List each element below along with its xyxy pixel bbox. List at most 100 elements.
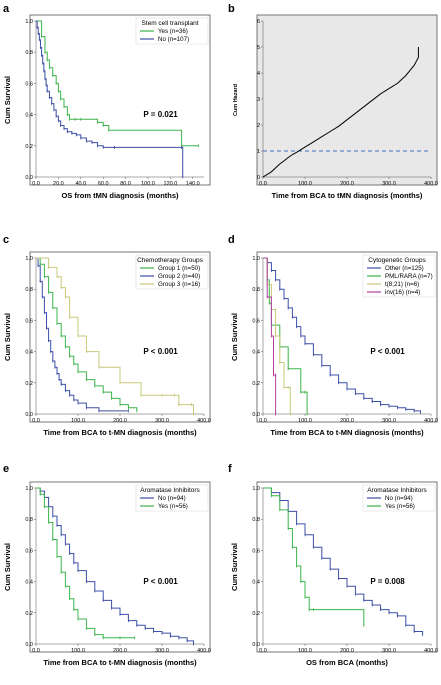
panel-f: f 0.0 0.2 0.4 0.6 0.8 1.0 0.0 100.0 200.0 300.0 400…: [228, 463, 438, 667]
x-tick-label: 0.0: [32, 181, 40, 187]
y-tick-label: 1: [257, 149, 260, 155]
x-tick-label: 100.0: [141, 181, 155, 187]
x-tick-label: 100.0: [71, 418, 85, 424]
y-tick-label: 6: [257, 19, 260, 25]
legend-title: Chemotherapy Groups: [137, 257, 204, 264]
legend-title: Cytogenetic Groups: [368, 257, 426, 264]
y-tick-label: 0.4: [25, 350, 33, 356]
x-tick-label: 200.0: [340, 648, 354, 654]
y-tick-label: 0.2: [252, 611, 260, 617]
y-tick-label: 1.0: [25, 486, 33, 492]
panel-letter: f: [228, 463, 232, 475]
x-tick-label: 0.0: [259, 648, 267, 654]
legend-entry: No (n=107): [158, 36, 189, 43]
x-tick-label: 0.0: [259, 181, 267, 187]
y-tick-label: 0.2: [25, 381, 33, 387]
y-axis-label: Cum Survival: [3, 543, 12, 591]
panel-letter: e: [3, 463, 9, 475]
y-tick-label: 3: [257, 97, 260, 103]
y-tick-label: 4: [257, 71, 260, 77]
y-tick-label: 0.6: [25, 548, 33, 554]
panel-d: d 0.0 0.2 0.4 0.6 0.8 1.0 0.0 100.0 200.0 300.0 400…: [228, 234, 438, 437]
y-axis-label: Cum Survival: [230, 313, 239, 361]
p-value: P < 0.001: [143, 577, 178, 586]
x-tick-label: 0.0: [32, 418, 40, 424]
y-tick-label: 0.4: [25, 580, 33, 586]
y-axis-label: Cum Hazard: [233, 84, 239, 116]
x-tick-label: 400.0: [424, 181, 438, 187]
legend-entry: inv(16) (n=4): [385, 289, 420, 296]
y-tick-label: 0.6: [252, 318, 260, 324]
y-tick-label: 1.0: [25, 256, 33, 262]
x-tick-label: 200.0: [113, 648, 127, 654]
x-tick-label: 100.0: [298, 418, 312, 424]
panel-c: c 0.0 0.2 0.4 0.6 0.8 1.0 0.0 100.0 200.0 300.0 400…: [3, 234, 211, 437]
y-tick-label: 0.8: [25, 517, 33, 523]
series-line-yes: [36, 20, 199, 147]
x-tick-label: 300.0: [155, 648, 169, 654]
legend-entry: Yes (n=56): [385, 503, 415, 510]
y-tick-label: 5: [257, 45, 260, 51]
series-line-t(8;21): [263, 257, 291, 414]
y-tick-label: 0.6: [25, 318, 33, 324]
y-tick-label: 2: [257, 123, 260, 129]
x-tick-label: 100.0: [298, 648, 312, 654]
y-tick-label: 0.8: [252, 287, 260, 293]
x-tick-label: 100.0: [298, 181, 312, 187]
x-tick-label: 80.0: [120, 181, 131, 187]
p-value: P = 0.008: [370, 577, 405, 586]
panel-letter: d: [228, 234, 235, 246]
y-tick-label: 0.2: [25, 144, 33, 150]
series-line-hazard: [262, 47, 419, 178]
y-tick-label: 0.0: [25, 175, 33, 181]
x-tick-label: 0.0: [259, 418, 267, 424]
y-tick-label: 1.0: [252, 486, 260, 492]
x-tick-label: 100.0: [71, 648, 85, 654]
x-tick-label: 400.0: [424, 648, 438, 654]
x-tick-label: 400.0: [197, 418, 211, 424]
x-tick-label: 0.0: [32, 648, 40, 654]
x-tick-label: 300.0: [155, 418, 169, 424]
p-value: P < 0.001: [143, 347, 178, 356]
x-axis-label: Time from BCA to tMN diagnosis (months): [272, 191, 423, 200]
y-tick-label: 0.6: [25, 81, 33, 87]
y-tick-label: 0.4: [252, 350, 260, 356]
y-tick-label: 0.8: [25, 287, 33, 293]
legend-entry: PML/RARA (n=7): [385, 273, 433, 280]
y-tick-label: 0.0: [252, 642, 260, 648]
legend-title: Stem cell transplant: [141, 20, 198, 27]
panel-e: e 0.0 0.2 0.4 0.6 0.8 1.0 0.0 100.0 200.0 300.0 400…: [3, 463, 211, 667]
x-tick-label: 60.0: [98, 181, 109, 187]
legend-title: Aromatase Inhibitors: [140, 487, 200, 494]
x-tick-label: 400.0: [424, 418, 438, 424]
p-value: P < 0.001: [370, 347, 405, 356]
y-tick-label: 0.8: [252, 517, 260, 523]
x-tick-label: 120.0: [164, 181, 178, 187]
p-value: P = 0.021: [143, 110, 178, 119]
panel-letter: c: [3, 234, 9, 246]
y-axis-label: Cum Survival: [3, 76, 12, 124]
legend-entry: t(8;21) (n=6): [385, 281, 419, 288]
x-axis-label: OS from tMN diagnosis (months): [61, 191, 179, 200]
y-axis-label: Cum Survival: [230, 543, 239, 591]
legend-entry: Yes (n=56): [158, 503, 188, 510]
y-tick-label: 0.2: [25, 611, 33, 617]
legend-entry: Group 1 (n=50): [158, 265, 200, 272]
legend-entry: Group 3 (n=16): [158, 281, 200, 288]
x-axis-label: Time from BCA to t-MN diagnosis (months): [270, 428, 424, 437]
x-tick-label: 200.0: [113, 418, 127, 424]
y-tick-label: 0.0: [252, 412, 260, 418]
x-tick-label: 140.0: [186, 181, 200, 187]
x-tick-label: 200.0: [340, 181, 354, 187]
y-tick-label: 0.8: [25, 50, 33, 56]
legend-box: [135, 254, 209, 290]
panel-a: a 0.0 0.2 0.4 0.6 0.8 1.0 0.0 20.0 40.0 60.0 80.0 10…: [3, 3, 211, 200]
legend-entry: Group 2 (n=40): [158, 273, 200, 280]
panel-letter: a: [3, 3, 10, 15]
y-tick-label: 0.2: [252, 381, 260, 387]
x-tick-label: 300.0: [382, 181, 396, 187]
legend-title: Aromatase Inhibitors: [367, 487, 427, 494]
x-tick-label: 200.0: [340, 418, 354, 424]
legend-entry: No (n=94): [385, 495, 413, 502]
